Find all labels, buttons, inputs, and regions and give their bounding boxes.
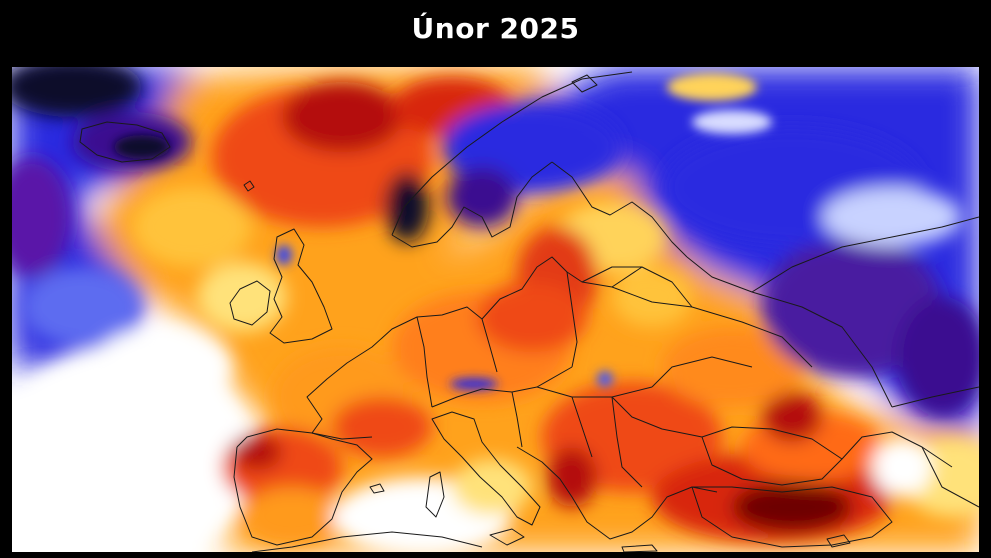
coast-italy <box>431 411 541 526</box>
cool-white-russia <box>822 187 962 247</box>
border-france-germany <box>416 316 433 408</box>
temperature-field-spots <box>114 73 772 390</box>
border-central-south <box>511 386 653 448</box>
coast-crete <box>621 544 658 552</box>
coast-cyprus <box>826 534 851 548</box>
borders-coastlines <box>79 71 979 552</box>
border-balkans-internal <box>571 396 643 488</box>
border-alps <box>431 366 573 408</box>
coast-black-sea <box>701 426 843 486</box>
mild-mediterranean-edge <box>452 459 532 515</box>
border-ukraine <box>611 286 813 368</box>
very-hot-north-atlantic <box>282 82 402 152</box>
coast-svalbard-edge <box>571 74 598 93</box>
temperature-field-detail <box>12 67 979 552</box>
cool-hungary-spot <box>597 371 613 387</box>
cold-baltic-purple <box>447 167 517 227</box>
border-kazakh <box>891 386 979 508</box>
very-hot-iberia <box>232 434 282 470</box>
coast-north-africa <box>251 531 483 552</box>
coast-turkey <box>691 486 893 548</box>
very-cold-norway <box>385 172 429 242</box>
very-hot-balkans <box>547 447 597 507</box>
cool-alps-spot <box>450 378 498 390</box>
hot-france-south <box>332 397 432 457</box>
hot-central <box>477 282 587 352</box>
very-hot-caucasus <box>762 392 822 442</box>
warm-yellow-atlantic <box>132 187 252 267</box>
cool-britain-spot <box>276 245 292 265</box>
mild-north-cape <box>667 73 757 101</box>
cool-white-north <box>692 110 772 134</box>
cool-west-edge <box>22 267 142 347</box>
mild-belarus <box>612 267 692 327</box>
coast-sardinia <box>425 471 445 518</box>
coast-balkans <box>516 446 718 540</box>
coast-continent-west <box>236 256 643 448</box>
border-east-north <box>751 216 979 293</box>
neutral-atlantic-2 <box>92 327 232 407</box>
coast-ireland <box>229 280 271 326</box>
anomaly-map <box>12 67 979 552</box>
coast-iceland <box>79 121 171 163</box>
coast-sicily <box>489 528 525 546</box>
warm-ukraine <box>662 327 802 407</box>
coast-scandinavia <box>391 71 688 258</box>
border-romania <box>611 356 753 438</box>
border-poland-east <box>566 271 578 368</box>
border-caucasus <box>841 431 953 468</box>
border-russia <box>686 256 893 408</box>
cold-greenland-purple <box>12 157 72 277</box>
map-title: Únor 2025 <box>411 12 580 45</box>
cold-east-edge <box>897 297 979 417</box>
border-france-spain <box>311 432 373 440</box>
cold-iceland-core <box>114 135 170 159</box>
neutral-southeast <box>872 437 932 497</box>
very-cold-north-atlantic <box>12 67 142 117</box>
extreme-turkey <box>732 482 852 532</box>
cold-russia-purple <box>762 237 942 377</box>
coast-iberia <box>233 432 373 546</box>
coast-faroe <box>243 180 255 192</box>
warm-iberia-south <box>242 487 342 547</box>
border-germany-poland <box>481 318 498 373</box>
coast-balearic <box>369 483 385 494</box>
border-baltics <box>581 266 693 308</box>
coast-britain <box>269 228 333 344</box>
